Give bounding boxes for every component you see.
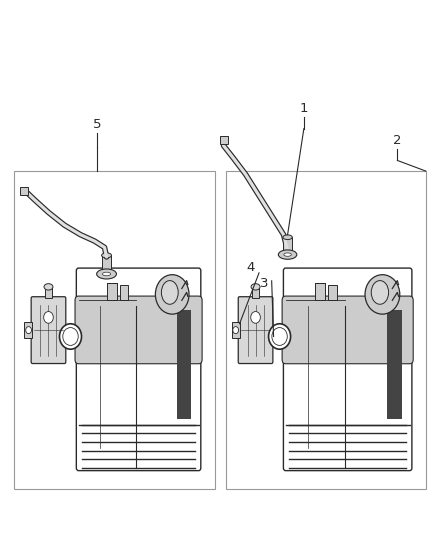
FancyBboxPatch shape — [31, 297, 66, 364]
Bar — [45, 287, 52, 298]
Ellipse shape — [102, 272, 110, 276]
Ellipse shape — [44, 284, 53, 290]
Bar — [219, 136, 227, 144]
Bar — [14, 171, 215, 489]
Text: 4: 4 — [246, 261, 254, 274]
Text: 2: 2 — [393, 134, 402, 147]
Ellipse shape — [63, 328, 78, 345]
FancyBboxPatch shape — [238, 297, 273, 364]
Bar — [387, 310, 402, 419]
Circle shape — [251, 312, 260, 323]
Bar — [252, 287, 259, 298]
Ellipse shape — [284, 253, 291, 256]
Circle shape — [233, 327, 239, 334]
Bar — [120, 285, 128, 300]
Bar — [21, 187, 28, 195]
Bar — [107, 282, 117, 300]
Bar — [283, 237, 292, 255]
Ellipse shape — [278, 250, 297, 259]
Ellipse shape — [97, 269, 117, 279]
Bar — [328, 285, 337, 300]
Bar — [226, 171, 426, 489]
FancyBboxPatch shape — [282, 296, 413, 364]
Ellipse shape — [268, 324, 290, 349]
Ellipse shape — [371, 280, 389, 304]
Text: 5: 5 — [93, 118, 101, 131]
Ellipse shape — [283, 235, 292, 239]
Ellipse shape — [155, 274, 189, 314]
FancyBboxPatch shape — [283, 268, 412, 471]
Bar — [232, 322, 240, 338]
Bar — [25, 322, 32, 338]
Circle shape — [26, 327, 32, 334]
Text: 1: 1 — [300, 102, 308, 115]
Circle shape — [44, 312, 53, 323]
Bar — [315, 282, 325, 300]
Bar — [102, 255, 111, 274]
FancyBboxPatch shape — [75, 296, 202, 364]
Ellipse shape — [365, 274, 400, 314]
Ellipse shape — [60, 324, 81, 349]
Ellipse shape — [272, 328, 287, 345]
Ellipse shape — [102, 253, 112, 258]
Ellipse shape — [251, 284, 260, 290]
Ellipse shape — [161, 280, 178, 304]
FancyBboxPatch shape — [76, 268, 201, 471]
Bar — [177, 310, 191, 419]
Text: 3: 3 — [260, 277, 268, 290]
